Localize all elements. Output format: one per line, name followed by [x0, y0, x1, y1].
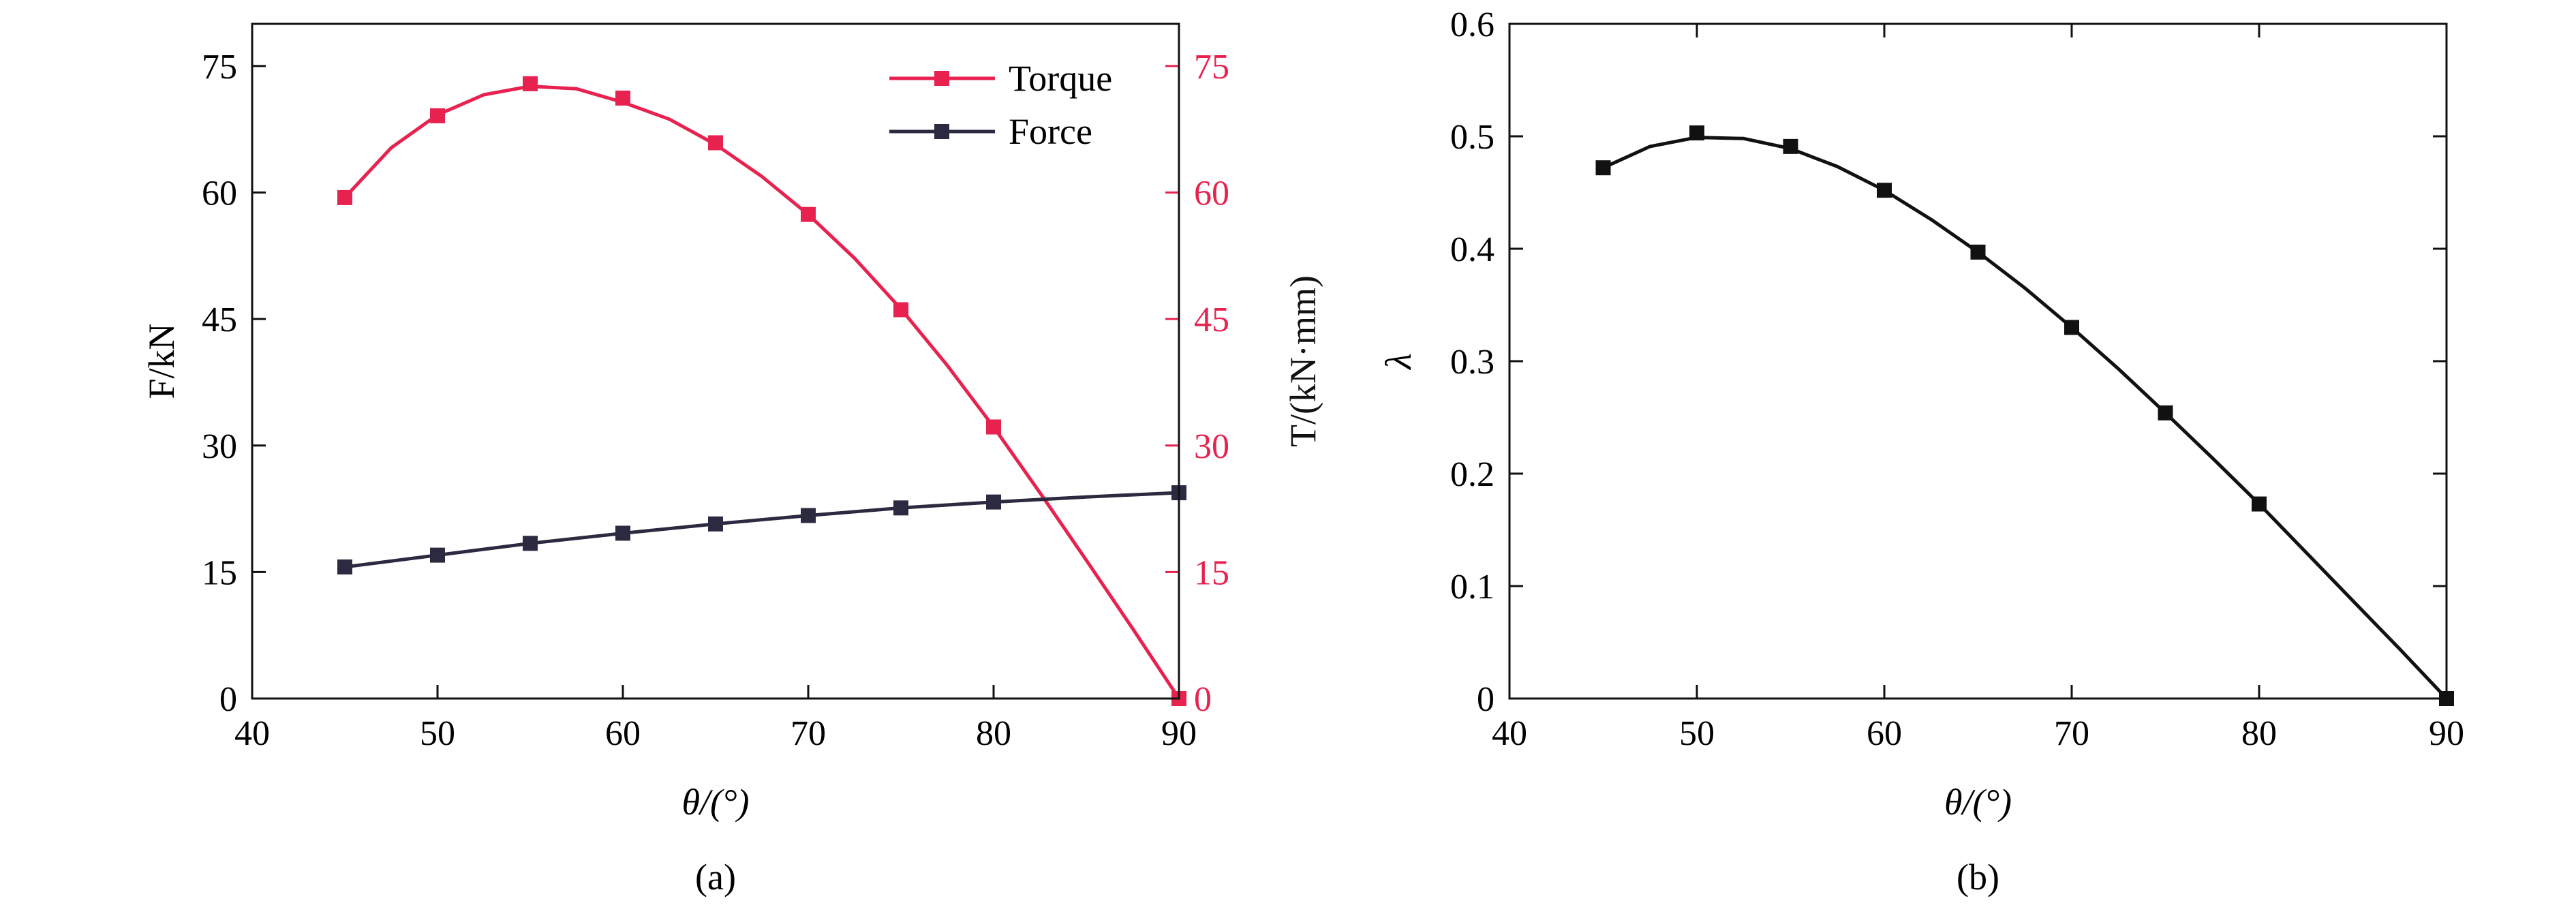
panel-a-ticks: [251, 65, 1180, 700]
panel-b-ticks: [1508, 22, 2448, 700]
panel-b-y-tick-label: 0.5: [1450, 118, 1494, 157]
panel-a-left-y-tick-label: 60: [202, 174, 237, 213]
panel-a-left-y-tick-label: 30: [202, 427, 237, 466]
panel-a-plot-frame: [251, 22, 1180, 700]
data-point-lambda: [1970, 244, 1986, 260]
series-line-lambda: [1601, 136, 2449, 701]
panel-b-tick-labels: 40 50 60 70 80 90 0 0.1 0.2 0.3 0.4 0.5 0.6: [1450, 5, 2464, 753]
data-point-torque: [893, 302, 908, 318]
panel-b-y-tick-label: 0.1: [1450, 568, 1494, 607]
panel-b-y-tick-label: 0.2: [1450, 455, 1494, 494]
legend-label-force: Force: [1009, 111, 1092, 152]
panel-a-lines: [343, 85, 1181, 701]
panel-a-x-tick-label: 90: [1161, 714, 1197, 753]
series-line-force: [343, 491, 1181, 569]
panel-a-left-y-tick-label: 45: [202, 301, 237, 339]
data-point-lambda: [2158, 405, 2173, 420]
panel-a-x-axis-label: θ/(°): [681, 782, 749, 823]
data-point-torque: [615, 90, 630, 106]
panel-b-x-axis-label: θ/(°): [1944, 782, 2012, 823]
panel-a-x-tick-label: 60: [605, 714, 641, 753]
panel-b-x-tick-label: 70: [2054, 714, 2089, 753]
panel-a-right-y-tick-label: 45: [1194, 301, 1229, 339]
panel-b-y-axis-label: λ: [1378, 353, 1419, 370]
panel-b-x-tick-label: 90: [2429, 714, 2464, 753]
panel-a-x-tick-label: 40: [234, 714, 270, 753]
panel-a-x-tick-label: 70: [791, 714, 826, 753]
panel-b-plot-frame: [1508, 22, 2448, 700]
panel-a-legend: Torque Force: [889, 58, 1112, 152]
panel-a-right-y-axis-label: T/(kN·mm): [1283, 275, 1323, 447]
data-point-lambda: [1595, 160, 1611, 176]
data-point-torque: [337, 189, 352, 205]
data-point-torque: [801, 206, 816, 222]
data-point-torque: [523, 76, 538, 91]
data-point-lambda: [2064, 320, 2079, 335]
panel-a-right-y-tick-label: 0: [1194, 680, 1212, 719]
panel-b-y-tick-label: 0.6: [1450, 5, 1494, 44]
panel-a-left-y-tick-label: 75: [202, 48, 237, 87]
data-point-lambda: [2252, 496, 2267, 512]
panel-a-right-y-tick-label: 15: [1194, 553, 1229, 592]
panel-a-left-y-axis-label: F/kN: [141, 323, 182, 399]
data-point-torque: [430, 108, 445, 123]
data-point-force: [986, 494, 1001, 510]
legend-marker-force: [934, 124, 949, 139]
panel-a-right-y-tick-label: 60: [1194, 174, 1229, 213]
series-line-torque: [343, 85, 1181, 701]
panel-b-y-tick-label: 0.3: [1450, 343, 1494, 382]
panel-b-x-tick-label: 50: [1679, 714, 1715, 753]
data-point-force: [523, 536, 538, 551]
data-point-force: [337, 559, 352, 574]
panel-b-x-tick-label: 60: [1867, 714, 1902, 753]
panel-a-markers: [337, 76, 1186, 706]
panel-b-caption: (b): [1957, 857, 1999, 898]
panel-a-x-tick-label: 50: [420, 714, 455, 753]
data-point-lambda: [1877, 183, 1892, 198]
data-point-force: [430, 547, 445, 563]
panel-b-x-tick-label: 40: [1492, 714, 1527, 753]
legend-item-torque: Torque: [889, 58, 1112, 99]
panel-b-lines: [1601, 136, 2449, 701]
panel-b-y-tick-label: 0.4: [1450, 230, 1494, 269]
legend-label-torque: Torque: [1009, 58, 1112, 99]
data-point-torque: [986, 419, 1001, 435]
panel-a-left-y-tick-label: 0: [219, 680, 237, 719]
panel-a-left-y-tick-label: 15: [202, 553, 237, 592]
data-point-force: [893, 500, 908, 516]
data-point-force: [615, 525, 630, 541]
legend-item-force: Force: [889, 111, 1092, 152]
data-point-lambda: [1783, 138, 1798, 154]
data-point-lambda: [1689, 125, 1704, 141]
panel-a-x-tick-label: 80: [976, 714, 1011, 753]
panel-b-x-tick-label: 80: [2241, 714, 2277, 753]
panel-a-right-y-tick-label: 30: [1194, 427, 1229, 466]
legend-marker-torque: [934, 71, 949, 86]
panel-b-markers: [1595, 125, 2454, 706]
data-point-torque: [708, 135, 723, 151]
panel-a-right-y-tick-label: 75: [1194, 48, 1229, 87]
data-point-force: [708, 516, 723, 532]
panel-a-caption: (a): [695, 857, 736, 898]
data-point-force: [801, 508, 816, 523]
panel-b-y-tick-label: 0: [1477, 680, 1494, 719]
